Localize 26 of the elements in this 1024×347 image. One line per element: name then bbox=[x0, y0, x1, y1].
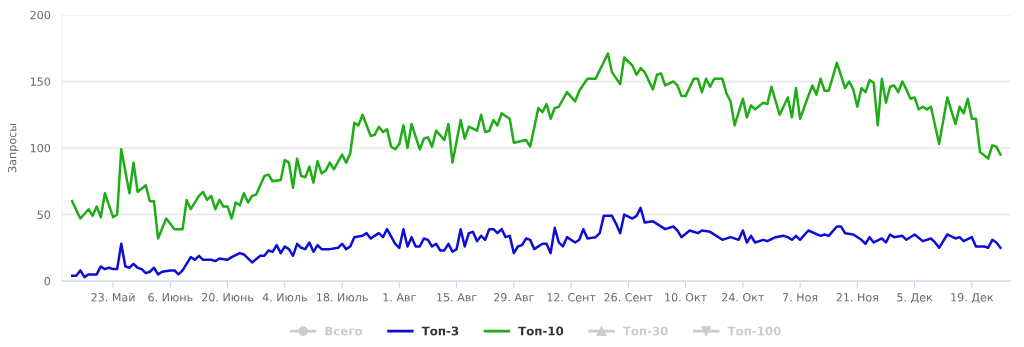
x-tick-label: 29. Авг bbox=[494, 293, 534, 302]
x-tick-label: 26. Сент bbox=[604, 293, 653, 302]
x-tick-label: 18. Июль bbox=[317, 293, 368, 302]
y-axis-title: Запросы bbox=[7, 124, 19, 173]
x-tick-label: 4. Июль bbox=[262, 293, 307, 302]
x-tick-label: 7. Ноя bbox=[783, 293, 818, 302]
x-tick-label: 15. Авг bbox=[437, 293, 477, 302]
y-tick-label: 0 bbox=[44, 277, 51, 286]
y-tick-label: 50 bbox=[37, 210, 51, 219]
x-tick-label: 19. Дек bbox=[951, 293, 994, 304]
x-tick-label: 1. Авг bbox=[383, 293, 416, 302]
legend-label: Топ-10 bbox=[518, 326, 564, 336]
x-tick-label: 5. Дек bbox=[897, 293, 933, 304]
x-tick-label: 23. Май bbox=[91, 292, 135, 302]
x-tick-label: 20. Июнь bbox=[202, 293, 254, 302]
line-series bbox=[70, 206, 1002, 279]
y-tick-label: 150 bbox=[30, 77, 51, 86]
x-tick-label: 6. Июнь bbox=[148, 293, 193, 302]
y-tick-label: 200 bbox=[30, 10, 51, 20]
legend-label: Топ-3 bbox=[421, 326, 459, 336]
line-series bbox=[70, 52, 1002, 240]
x-tick-label: 21. Ноя bbox=[836, 293, 878, 302]
x-tick-label: 24. Окт bbox=[722, 293, 765, 302]
x-tick-label: 10. Окт bbox=[665, 293, 707, 302]
y-tick-label: 100 bbox=[30, 143, 51, 153]
x-tick-label: 12. Сент bbox=[547, 293, 596, 302]
